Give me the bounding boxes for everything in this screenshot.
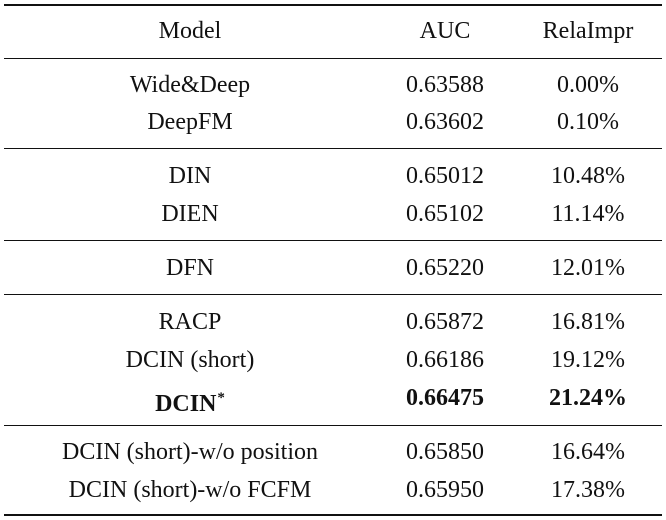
model-name: DCIN* xyxy=(0,380,380,422)
table-row-best: DCIN* 0.66475 21.24% xyxy=(0,380,666,417)
rela-impr-value: 0.10% xyxy=(557,109,619,135)
header-model: Model xyxy=(158,18,222,44)
model-name: DCIN (short)-w/o position xyxy=(62,439,318,465)
table-row: DCIN (short)-w/o position 0.65850 16.64% xyxy=(0,434,666,470)
rela-impr-value: 12.01% xyxy=(551,255,625,281)
group-rule-3 xyxy=(4,294,662,295)
auc-value: 0.66186 xyxy=(406,347,484,373)
model-name-text: DCIN xyxy=(155,391,217,417)
auc-value: 0.66475 xyxy=(406,385,484,411)
group-rule-4 xyxy=(4,425,662,426)
table-row: DIEN 0.65102 11.14% xyxy=(0,196,666,232)
model-name: DFN xyxy=(165,255,214,281)
rela-impr-value: 16.81% xyxy=(551,309,625,335)
rela-impr-value: 17.38% xyxy=(551,477,625,503)
model-name: DIN xyxy=(168,163,212,189)
rela-impr-value: 10.48% xyxy=(551,163,625,189)
table-row: DCIN (short)-w/o FCFM 0.65950 17.38% xyxy=(0,472,666,508)
rela-impr-value: 0.00% xyxy=(557,72,619,98)
auc-value: 0.63602 xyxy=(406,109,484,135)
model-name: DIEN xyxy=(161,201,219,227)
header-rela-impr: RelaImpr xyxy=(542,18,634,44)
best-marker: * xyxy=(217,390,225,406)
rela-impr-value: 16.64% xyxy=(551,439,625,465)
auc-value: 0.65872 xyxy=(406,309,484,335)
table-row: Wide&Deep 0.63588 0.00% xyxy=(0,67,666,103)
group-rule-2 xyxy=(4,240,662,241)
model-name: RACP xyxy=(158,309,222,335)
table-row: DIN 0.65012 10.48% xyxy=(0,158,666,194)
model-name: DCIN (short)-w/o FCFM xyxy=(68,477,312,503)
header-auc: AUC xyxy=(419,18,471,44)
top-rule xyxy=(4,4,662,6)
auc-value: 0.65220 xyxy=(406,255,484,281)
table-row: DeepFM 0.63602 0.10% xyxy=(0,104,666,140)
model-name: DCIN (short) xyxy=(125,347,255,373)
auc-value: 0.65102 xyxy=(406,201,484,227)
group-rule-1 xyxy=(4,148,662,149)
rela-impr-value: 19.12% xyxy=(551,347,625,373)
table-row: RACP 0.65872 16.81% xyxy=(0,304,666,340)
model-name: Wide&Deep xyxy=(129,72,251,98)
auc-value: 0.65950 xyxy=(406,477,484,503)
auc-value: 0.65850 xyxy=(406,439,484,465)
auc-value: 0.65012 xyxy=(406,163,484,189)
table-row: DCIN (short) 0.66186 19.12% xyxy=(0,342,666,378)
header-rule xyxy=(4,58,662,59)
bottom-rule xyxy=(4,514,662,516)
rela-impr-value: 21.24% xyxy=(549,385,627,411)
model-name: DeepFM xyxy=(147,109,233,135)
rela-impr-value: 11.14% xyxy=(551,201,625,227)
auc-value: 0.63588 xyxy=(406,72,484,98)
table-row: DFN 0.65220 12.01% xyxy=(0,250,666,286)
header-row: Model AUC RelaImpr xyxy=(0,13,666,49)
